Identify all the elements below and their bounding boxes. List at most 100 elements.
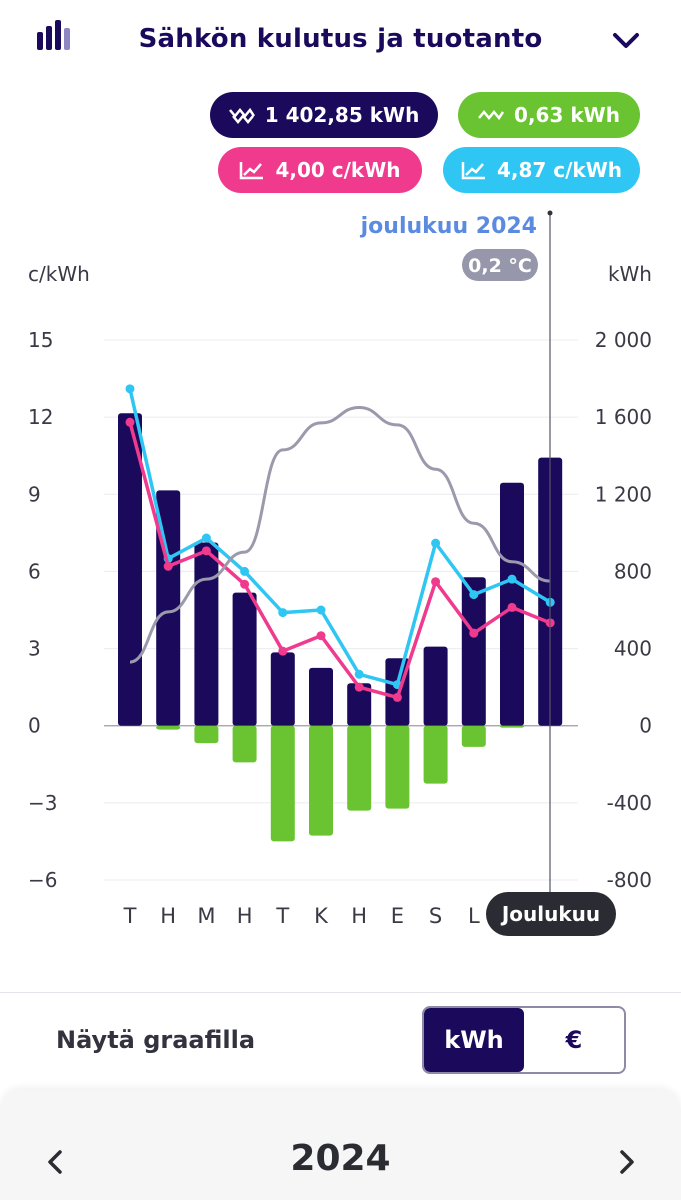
left-tick-label: 3 bbox=[28, 637, 41, 661]
chevron-left-icon[interactable] bbox=[42, 1146, 70, 1178]
left-tick-label: 12 bbox=[28, 405, 53, 429]
production-bar[interactable] bbox=[194, 725, 219, 744]
production-bar[interactable] bbox=[423, 725, 448, 784]
consumption-bar[interactable] bbox=[118, 413, 142, 726]
left-tick-label: 15 bbox=[28, 328, 53, 352]
price-b-line bbox=[128, 388, 552, 687]
month-tick-label[interactable]: S bbox=[429, 904, 442, 928]
price-a-point[interactable] bbox=[316, 631, 326, 641]
price-chart-icon bbox=[461, 162, 485, 180]
right-tick-label: 400 bbox=[614, 637, 652, 661]
left-tick-label: −6 bbox=[28, 868, 57, 892]
price-b-point[interactable] bbox=[201, 533, 211, 543]
right-axis-label: kWh bbox=[608, 262, 652, 286]
price-a-point[interactable] bbox=[469, 628, 479, 638]
bar-chart-icon bbox=[37, 20, 70, 50]
production-bar[interactable] bbox=[270, 725, 295, 842]
production-bar[interactable] bbox=[385, 725, 410, 809]
right-tick-label: 0 bbox=[639, 714, 652, 738]
unit-kwh-button[interactable]: kWh bbox=[424, 1008, 524, 1072]
consumption-bar[interactable] bbox=[347, 683, 372, 726]
consumption-total-badge[interactable]: 1 402,85 kWh bbox=[210, 92, 438, 138]
price-average-b-label: 4,87 c/kWh bbox=[496, 158, 623, 182]
production-bar[interactable] bbox=[500, 725, 524, 728]
price-b-point[interactable] bbox=[354, 669, 364, 679]
production-bar[interactable] bbox=[156, 725, 181, 730]
unit-eur-button[interactable]: € bbox=[565, 1026, 583, 1054]
left-tick-label: 0 bbox=[28, 714, 41, 738]
production-total-badge[interactable]: 0,63 kWh bbox=[458, 92, 640, 138]
show-on-chart-label: Näytä graafilla bbox=[56, 1026, 256, 1054]
month-tick-label[interactable]: T bbox=[123, 904, 137, 928]
price-a-point[interactable] bbox=[240, 579, 250, 589]
left-tick-label: 6 bbox=[28, 559, 41, 583]
selection-cursor-dot bbox=[547, 210, 553, 216]
price-b-point[interactable] bbox=[125, 384, 135, 394]
chevron-right-icon[interactable] bbox=[612, 1146, 640, 1178]
consumption-bar[interactable] bbox=[270, 652, 295, 726]
temperature-badge bbox=[462, 249, 538, 281]
chevron-down-icon[interactable] bbox=[610, 26, 642, 54]
unit-toggle: kWh € bbox=[422, 1006, 626, 1074]
price-chart-icon bbox=[240, 162, 264, 180]
right-tick-label: -400 bbox=[607, 791, 652, 815]
price-average-a-label: 4,00 c/kWh bbox=[275, 158, 401, 182]
selected-month-label: Joulukuu bbox=[500, 902, 600, 926]
header: Sähkön kulutus ja tuotanto bbox=[0, 0, 681, 84]
section-divider bbox=[0, 992, 681, 993]
production-bar[interactable] bbox=[461, 725, 486, 747]
production-bar[interactable] bbox=[309, 725, 333, 836]
price-a-line bbox=[128, 421, 551, 700]
consumption-bar[interactable] bbox=[232, 592, 257, 726]
right-tick-label: 2 000 bbox=[595, 328, 652, 352]
price-average-b-badge[interactable]: 4,87 c/kWh bbox=[443, 147, 640, 193]
left-tick-label: 9 bbox=[28, 482, 41, 506]
temperature-label: 0,2 °C bbox=[468, 255, 532, 277]
month-tick-label[interactable]: H bbox=[237, 904, 253, 928]
consumption-zigzag-icon bbox=[228, 107, 255, 124]
price-b-point[interactable] bbox=[431, 538, 441, 548]
year-label: 2024 bbox=[290, 1138, 391, 1179]
month-tick-label[interactable]: M bbox=[197, 904, 215, 928]
production-bar[interactable] bbox=[347, 725, 372, 811]
month-tick-label[interactable]: E bbox=[391, 904, 404, 928]
consumption-total-label: 1 402,85 kWh bbox=[264, 103, 420, 127]
price-a-point[interactable] bbox=[392, 692, 402, 702]
year-navigation: 2024 bbox=[0, 1090, 681, 1200]
price-b-point[interactable] bbox=[278, 608, 288, 618]
month-tick-label[interactable]: K bbox=[314, 904, 329, 928]
consumption-bar[interactable] bbox=[194, 542, 219, 726]
price-b-point[interactable] bbox=[240, 566, 250, 576]
selected-period-label: joulukuu 2024 bbox=[360, 214, 537, 239]
right-tick-label: 1 600 bbox=[595, 405, 652, 429]
temperature-line bbox=[129, 405, 551, 664]
production-bar[interactable] bbox=[232, 725, 257, 763]
right-tick-label: 1 200 bbox=[595, 482, 652, 506]
selected-month-tooltip bbox=[486, 892, 616, 936]
price-b-point[interactable] bbox=[316, 605, 326, 615]
price-a-point[interactable] bbox=[125, 417, 135, 427]
month-tick-label[interactable]: H bbox=[351, 904, 367, 928]
price-b-point[interactable] bbox=[469, 590, 479, 600]
price-a-point[interactable] bbox=[431, 577, 441, 587]
left-axis-label: c/kWh bbox=[28, 262, 90, 286]
page-title: Sähkön kulutus ja tuotanto bbox=[138, 24, 543, 54]
price-a-point[interactable] bbox=[163, 561, 173, 571]
price-a-point[interactable] bbox=[278, 646, 288, 656]
price-b-point[interactable] bbox=[507, 574, 517, 584]
production-total-label: 0,63 kWh bbox=[514, 103, 620, 127]
price-average-a-badge[interactable]: 4,00 c/kWh bbox=[218, 147, 422, 193]
consumption-bar[interactable] bbox=[423, 646, 448, 726]
price-a-point[interactable] bbox=[201, 546, 211, 556]
consumption-chart[interactable]: 15 2 000 12 1 600 9 1 200 6 800 3 400 0 0 −3 -400 −6 -8… bbox=[0, 200, 681, 960]
consumption-bar[interactable] bbox=[461, 577, 486, 726]
left-tick-label: −3 bbox=[28, 791, 57, 815]
consumption-bar[interactable] bbox=[309, 667, 333, 726]
right-tick-label: 800 bbox=[614, 559, 652, 583]
month-tick-label[interactable]: L bbox=[468, 904, 480, 928]
price-a-point[interactable] bbox=[507, 602, 517, 612]
right-tick-label: -800 bbox=[607, 868, 652, 892]
month-tick-label[interactable]: H bbox=[160, 904, 176, 928]
month-tick-label[interactable]: T bbox=[275, 904, 289, 928]
price-a-point[interactable] bbox=[354, 682, 364, 692]
